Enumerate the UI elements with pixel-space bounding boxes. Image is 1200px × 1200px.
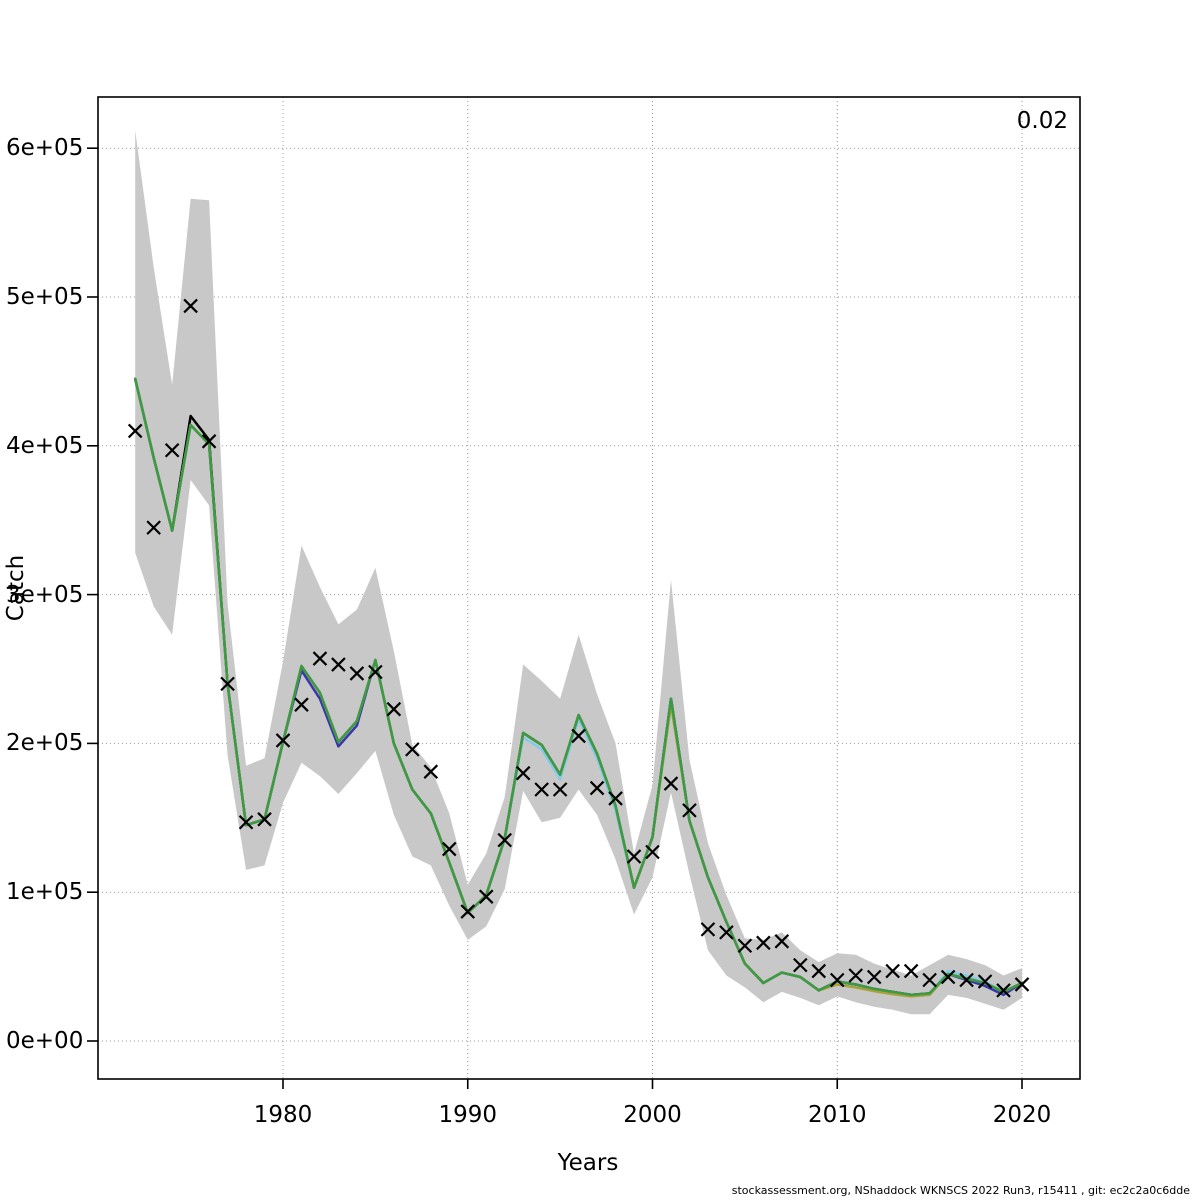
observed-catch-markers: [127, 298, 1030, 998]
plot-frame: [97, 96, 1081, 1080]
y-tick-label: 0e+00: [6, 1028, 84, 1054]
annotation-top-right: 0.02: [1016, 108, 1068, 134]
x-tick-label: 1980: [253, 1102, 313, 1128]
y-tick-label: 4e+05: [6, 432, 84, 459]
x-tick-label: 2020: [992, 1102, 1052, 1128]
x-tick-label: 2010: [807, 1102, 867, 1128]
y-tick-label: 5e+05: [6, 284, 84, 310]
x-axis-title: Years: [557, 1150, 619, 1176]
y-tick-label: 6e+05: [6, 135, 84, 162]
x-tick-label: 2000: [623, 1102, 682, 1128]
confidence-band: [135, 130, 1022, 1015]
x-tick-label: 1990: [438, 1102, 498, 1128]
y-tick-label: 2e+05: [6, 730, 84, 757]
y-tick-label: 1e+05: [6, 879, 84, 906]
footer-citation: stockassessment.org, NShaddock WKNSCS 20…: [731, 1184, 1190, 1197]
y-tick-label: 3e+05: [6, 581, 84, 608]
